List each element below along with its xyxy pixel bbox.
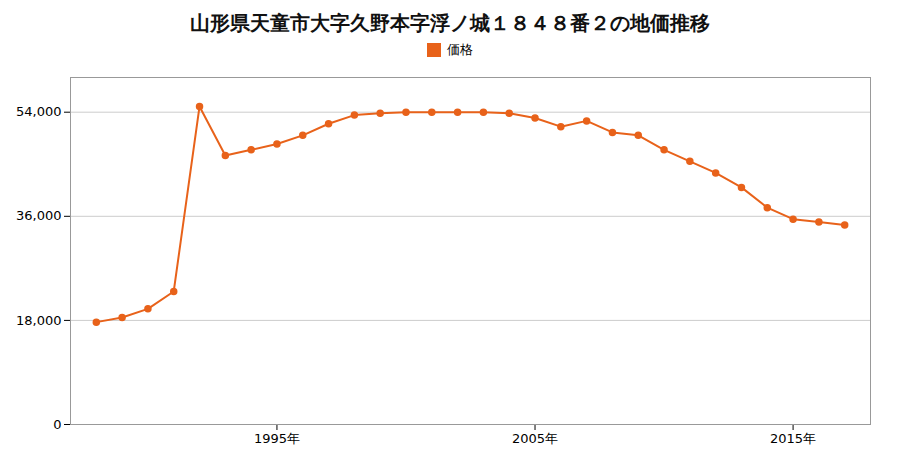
- svg-text:54,000: 54,000: [16, 104, 62, 119]
- svg-text:2015年: 2015年: [770, 431, 816, 446]
- svg-text:2005年: 2005年: [512, 431, 558, 446]
- svg-text:1995年: 1995年: [254, 431, 300, 446]
- svg-text:18,000: 18,000: [16, 313, 62, 328]
- svg-text:0: 0: [53, 417, 61, 432]
- html-text:価格: 価格: [447, 42, 473, 57]
- html-text:山形県天童市大字久野本字浮ノ城１８４８番２の地価推移: 山形県天童市大字久野本字浮ノ城１８４８番２の地価推移: [190, 11, 710, 35]
- svg-text:36,000: 36,000: [16, 208, 62, 223]
